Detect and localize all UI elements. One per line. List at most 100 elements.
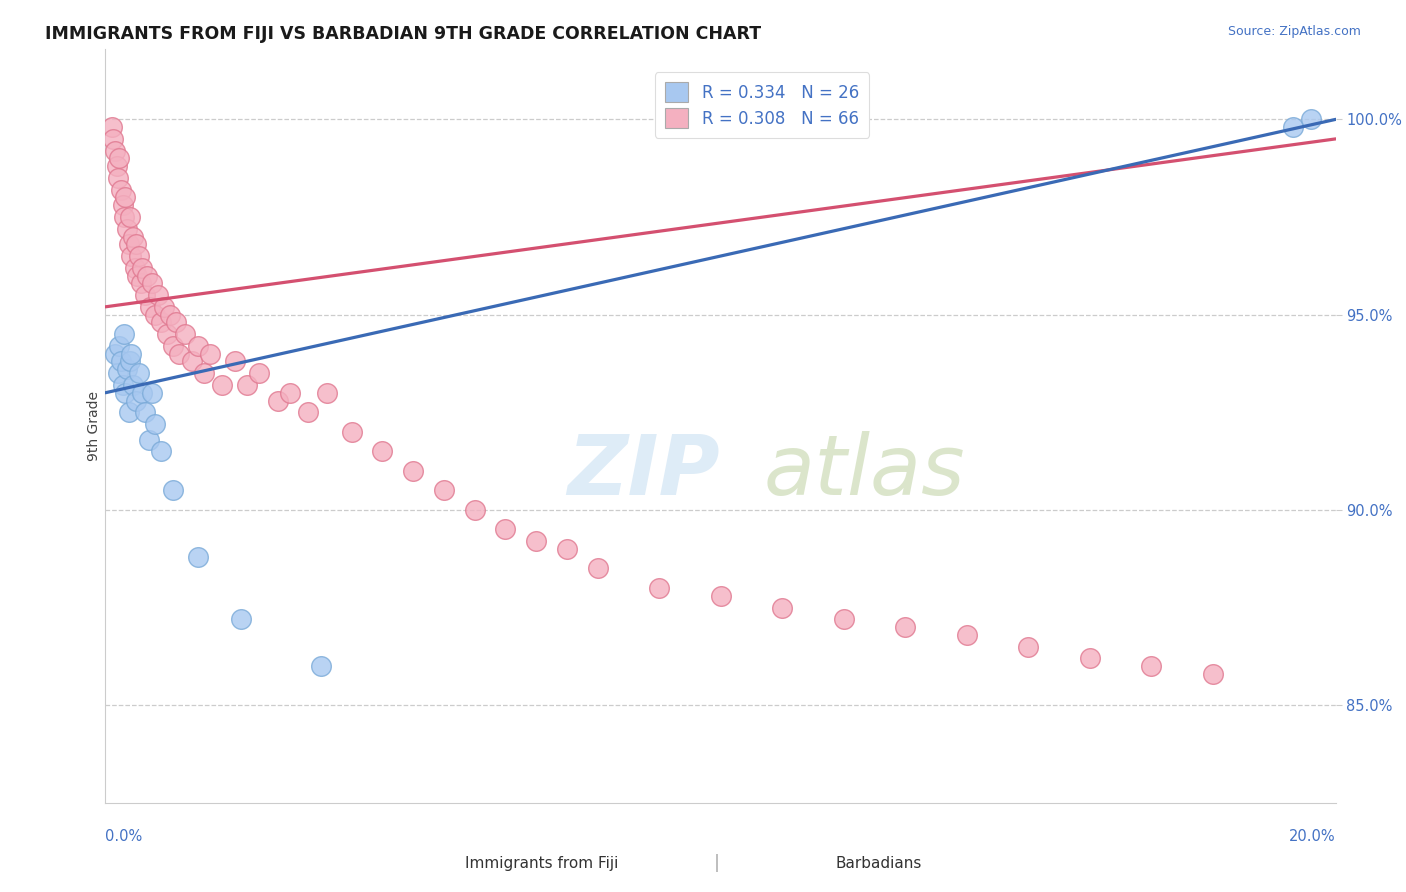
Point: [101, 132, 124, 146]
Point: [100, 120, 122, 135]
Point: [115, 362, 138, 376]
Point: [187, 339, 209, 353]
Point: [1078, 651, 1101, 665]
Point: [894, 620, 917, 634]
Point: [224, 354, 246, 368]
Point: [107, 170, 129, 185]
Point: [193, 366, 215, 380]
Text: IMMIGRANTS FROM FIJI VS BARBADIAN 9TH GRADE CORRELATION CHART: IMMIGRANTS FROM FIJI VS BARBADIAN 9TH GR…: [45, 25, 761, 43]
Point: [710, 589, 733, 603]
Y-axis label: 9th Grade: 9th Grade: [87, 391, 101, 461]
Point: [118, 237, 141, 252]
Point: [1017, 640, 1039, 654]
Point: [1202, 667, 1225, 681]
Point: [128, 366, 150, 380]
Point: [371, 444, 394, 458]
Point: [122, 378, 145, 392]
Point: [180, 354, 202, 368]
Point: [247, 366, 270, 380]
Point: [112, 327, 135, 342]
Point: [174, 327, 197, 342]
Point: [108, 339, 131, 353]
Point: [122, 229, 145, 244]
Point: [134, 288, 156, 302]
Point: [433, 483, 456, 498]
Point: [211, 378, 233, 392]
Point: [120, 210, 141, 224]
Point: [316, 385, 339, 400]
Point: [153, 300, 176, 314]
Point: [118, 405, 141, 419]
Point: [169, 347, 191, 361]
Point: [124, 260, 146, 275]
Point: [278, 385, 301, 400]
Point: [402, 464, 425, 478]
Point: [162, 483, 184, 498]
Text: 0.0%: 0.0%: [105, 830, 142, 844]
Point: [156, 327, 179, 342]
Text: Barbadians: Barbadians: [835, 856, 922, 871]
Point: [112, 210, 135, 224]
Point: [146, 288, 169, 302]
Point: [267, 393, 290, 408]
Point: [1301, 112, 1323, 127]
Point: [648, 581, 671, 595]
Point: [141, 277, 163, 291]
Point: [494, 523, 516, 537]
Point: [131, 260, 153, 275]
Point: [128, 249, 150, 263]
Text: Source: ZipAtlas.com: Source: ZipAtlas.com: [1227, 25, 1361, 38]
Text: Immigrants from Fiji: Immigrants from Fiji: [464, 856, 619, 871]
Point: [115, 221, 138, 235]
Point: [143, 417, 166, 431]
Point: [165, 315, 187, 329]
Point: [555, 541, 578, 556]
Point: [141, 385, 163, 400]
Point: [340, 425, 363, 439]
Point: [162, 339, 184, 353]
Legend: R = 0.334   N = 26, R = 0.308   N = 66: R = 0.334 N = 26, R = 0.308 N = 66: [655, 72, 869, 137]
Point: [187, 549, 209, 564]
Point: [104, 144, 127, 158]
Text: |: |: [714, 855, 720, 872]
Point: [297, 405, 319, 419]
Point: [105, 159, 128, 173]
Point: [134, 405, 156, 419]
Point: [125, 237, 148, 252]
Point: [107, 366, 129, 380]
Point: [236, 378, 259, 392]
Text: ZIP: ZIP: [567, 431, 720, 512]
Point: [1281, 120, 1303, 135]
Point: [111, 378, 134, 392]
Point: [832, 612, 855, 626]
Point: [131, 385, 153, 400]
Point: [114, 385, 136, 400]
Point: [159, 308, 181, 322]
Point: [129, 277, 152, 291]
Point: [120, 347, 142, 361]
Point: [120, 354, 141, 368]
Text: 20.0%: 20.0%: [1289, 830, 1336, 844]
Point: [149, 315, 172, 329]
Point: [110, 183, 132, 197]
Point: [114, 190, 136, 204]
Point: [127, 268, 149, 283]
Point: [149, 444, 172, 458]
Point: [198, 347, 221, 361]
Point: [138, 300, 162, 314]
Point: [524, 534, 547, 549]
Point: [125, 393, 148, 408]
Point: [143, 308, 166, 322]
Point: [586, 561, 609, 575]
Point: [770, 600, 793, 615]
Point: [956, 628, 979, 642]
Point: [120, 249, 142, 263]
Point: [1140, 659, 1163, 673]
Point: [111, 198, 134, 212]
Point: [136, 268, 159, 283]
Point: [104, 347, 127, 361]
Point: [309, 659, 332, 673]
Text: atlas: atlas: [763, 431, 966, 512]
Point: [138, 433, 160, 447]
Point: [464, 503, 486, 517]
